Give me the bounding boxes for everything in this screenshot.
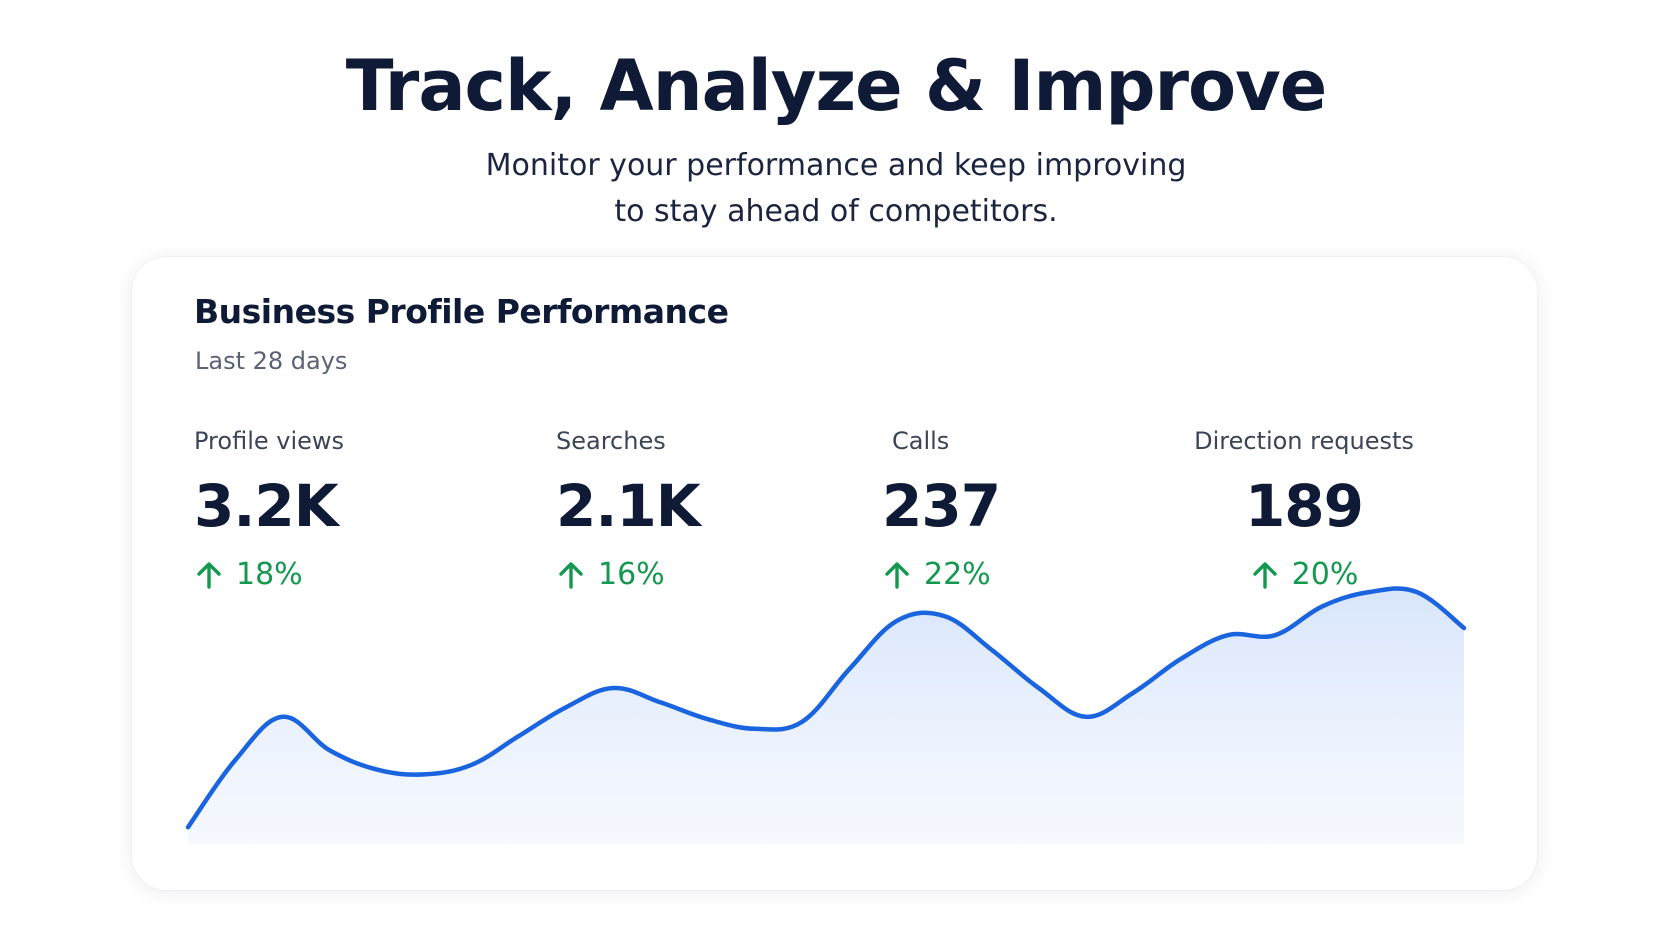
- chart-data-point: [470, 763, 474, 767]
- metric-change-value: 20%: [1291, 557, 1359, 592]
- chart-data-point: [517, 734, 521, 738]
- chart-data-point: [1037, 686, 1041, 690]
- arrow-up-icon: [885, 561, 909, 589]
- metric-value: 189: [1244, 472, 1364, 540]
- chart-data-point: [1131, 691, 1135, 695]
- chart-data-point: [895, 619, 899, 623]
- metric-value: 2.1K: [556, 472, 701, 540]
- arrow-up-icon: [197, 561, 221, 589]
- chart-data-point: [1084, 715, 1088, 719]
- metric-value: 237: [882, 472, 1001, 540]
- metric-change: 16%: [556, 557, 700, 592]
- hero-subtitle: Monitor your performance and keep improv…: [0, 143, 1672, 235]
- arrow-up-icon: [559, 561, 583, 589]
- metric-label: Profile views: [194, 427, 345, 455]
- metric-label: Calls: [892, 427, 950, 455]
- metric-change-value: 18%: [236, 557, 303, 592]
- card-date-range: Last 28 days: [195, 347, 348, 375]
- performance-card: Business Profile Performance Last 28 day…: [132, 257, 1537, 890]
- chart-data-point: [233, 758, 237, 762]
- chart-data-point: [800, 720, 804, 724]
- metric-change: 18%: [194, 557, 344, 592]
- chart-data-point: [753, 727, 757, 731]
- chart-series-line: [185, 586, 1467, 830]
- chart-data-point: [564, 705, 568, 709]
- hero-subtitle-line-1: Monitor your performance and keep improv…: [485, 148, 1187, 183]
- chart-data-point: [848, 667, 852, 671]
- hero-subtitle-line-2: to stay ahead of competitors.: [614, 194, 1058, 229]
- chart-data-point: [706, 717, 710, 721]
- chart-data-point: [989, 648, 993, 652]
- chart-area-fill: [188, 588, 1464, 844]
- chart-data-point: [942, 614, 946, 618]
- chart-data-point: [375, 768, 379, 772]
- performance-trend-chart: [185, 586, 1467, 844]
- chart-data-point: [186, 825, 190, 829]
- metric-calls: Calls 237 22%: [882, 427, 1001, 592]
- metric-direction-requests: Direction requests 189 20%: [1154, 427, 1454, 592]
- chart-data-point: [659, 700, 663, 704]
- metric-change: 22%: [882, 557, 1000, 592]
- arrow-up-icon: [1252, 561, 1277, 589]
- chart-data-point: [1273, 633, 1277, 637]
- chart-data-point: [1415, 590, 1419, 594]
- chart-data-point: [281, 715, 285, 719]
- metric-label: Searches: [556, 427, 666, 455]
- metric-change-value: 22%: [924, 557, 991, 592]
- metric-label: Direction requests: [1194, 427, 1414, 455]
- metric-profile-views: Profile views 3.2K 18%: [194, 427, 344, 592]
- chart-data-point: [328, 748, 332, 752]
- chart-data-point: [1178, 657, 1182, 661]
- chart-data-point: [422, 772, 426, 776]
- chart-data-point: [611, 686, 615, 690]
- chart-data-point: [1462, 626, 1466, 630]
- card-title: Business Profile Performance: [194, 292, 729, 331]
- metric-value: 3.2K: [194, 472, 339, 540]
- metric-searches: Searches 2.1K 16%: [556, 427, 701, 592]
- metric-change-value: 16%: [598, 557, 665, 592]
- metric-change: 20%: [1154, 557, 1454, 592]
- chart-data-point: [1226, 633, 1230, 637]
- chart-data-point: [1320, 604, 1324, 608]
- hero-title: Track, Analyze & Improve: [345, 45, 1328, 127]
- chart-data-point: [1368, 590, 1372, 594]
